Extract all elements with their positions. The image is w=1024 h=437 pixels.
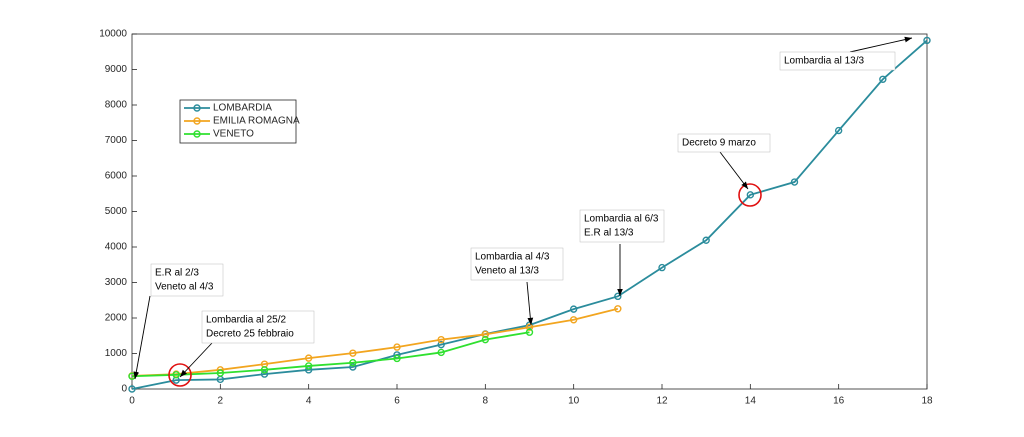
data-point [437, 335, 445, 344]
data-point [923, 36, 931, 45]
annotation-box [470, 247, 564, 281]
annotation-arrow [526, 281, 534, 326]
data-point [349, 349, 357, 357]
y-tick-label: 1000 [105, 348, 128, 359]
series-line [131, 307, 619, 377]
y-tick-label: 9000 [105, 64, 128, 75]
annotation-box [677, 133, 771, 153]
annotation-box [579, 209, 665, 243]
annotation-arrow [719, 151, 749, 190]
data-point [260, 370, 269, 378]
data-point [437, 348, 445, 357]
series-line [131, 39, 928, 390]
annotation-text: Lombardia al 13/3 [784, 56, 864, 67]
x-tick-label: 12 [656, 396, 668, 407]
x-tick-label: 0 [129, 396, 135, 407]
data-point [260, 366, 269, 374]
y-tick-label: 2000 [105, 313, 128, 324]
y-tick-label: 5000 [105, 206, 128, 217]
data-point [790, 178, 799, 186]
annotation-text: Lombardia al 4/3 [475, 252, 550, 263]
highlight-circle [738, 183, 762, 207]
highlight-circle [168, 363, 192, 387]
data-point [304, 354, 313, 362]
data-point [216, 369, 225, 377]
data-point [393, 343, 401, 351]
data-point [569, 316, 578, 324]
data-point [304, 366, 313, 374]
legend-marker [193, 104, 201, 112]
data-point [525, 328, 534, 336]
data-point [614, 305, 622, 313]
x-tick-label: 2 [218, 396, 224, 407]
data-point [569, 305, 578, 313]
legend-label: EMILIA ROMAGNA [213, 116, 300, 127]
data-point [349, 363, 357, 371]
x-tick-label: 16 [833, 396, 845, 407]
data-point [172, 371, 180, 379]
x-tick-label: 14 [745, 396, 757, 407]
y-tick-label: 3000 [105, 277, 128, 288]
annotation-arrow [133, 295, 151, 380]
y-tick-label: 4000 [105, 242, 128, 253]
annotation-arrow [849, 36, 913, 53]
annotation-box [201, 310, 315, 344]
data-point [437, 340, 445, 349]
annotation-text: Lombardia al 6/3 [584, 214, 659, 225]
data-point [834, 126, 843, 135]
data-point [393, 354, 401, 363]
y-tick-label: 0 [121, 384, 127, 395]
data-point [481, 335, 490, 344]
data-point [746, 191, 755, 199]
x-tick-label: 8 [483, 396, 489, 407]
annotation-box [150, 263, 224, 297]
annotation-text: Decreto 25 febbraio [206, 329, 294, 340]
x-tick-label: 18 [921, 396, 933, 407]
legend-marker [193, 130, 201, 138]
y-tick-label: 10000 [99, 29, 127, 40]
annotation-text: E.R al 2/3 [155, 268, 199, 279]
data-point [128, 385, 136, 393]
data-point [658, 263, 666, 272]
y-tick-label: 6000 [105, 171, 128, 182]
annotation-text: Lombardia al 25/2 [206, 315, 286, 326]
annotation-box [779, 51, 896, 71]
x-tick-label: 4 [306, 396, 312, 407]
annotation-text: E.R al 13/3 [584, 228, 634, 239]
x-tick-label: 6 [394, 396, 400, 407]
annotation-arrow [179, 342, 213, 378]
legend-marker [193, 117, 201, 125]
data-point [304, 362, 313, 370]
annotation-text: Decreto 9 marzo [682, 138, 756, 149]
y-tick-label: 7000 [105, 135, 128, 146]
data-point [349, 359, 357, 367]
legend-label: VENETO [213, 129, 254, 140]
series-line [131, 331, 530, 378]
x-tick-label: 10 [568, 396, 580, 407]
data-point [879, 75, 887, 83]
y-tick-label: 8000 [105, 100, 128, 111]
annotation-text: Veneto al 4/3 [155, 282, 214, 293]
data-point [702, 236, 710, 244]
annotation-text: Veneto al 13/3 [475, 266, 539, 277]
legend-label: LOMBARDIA [213, 103, 272, 114]
